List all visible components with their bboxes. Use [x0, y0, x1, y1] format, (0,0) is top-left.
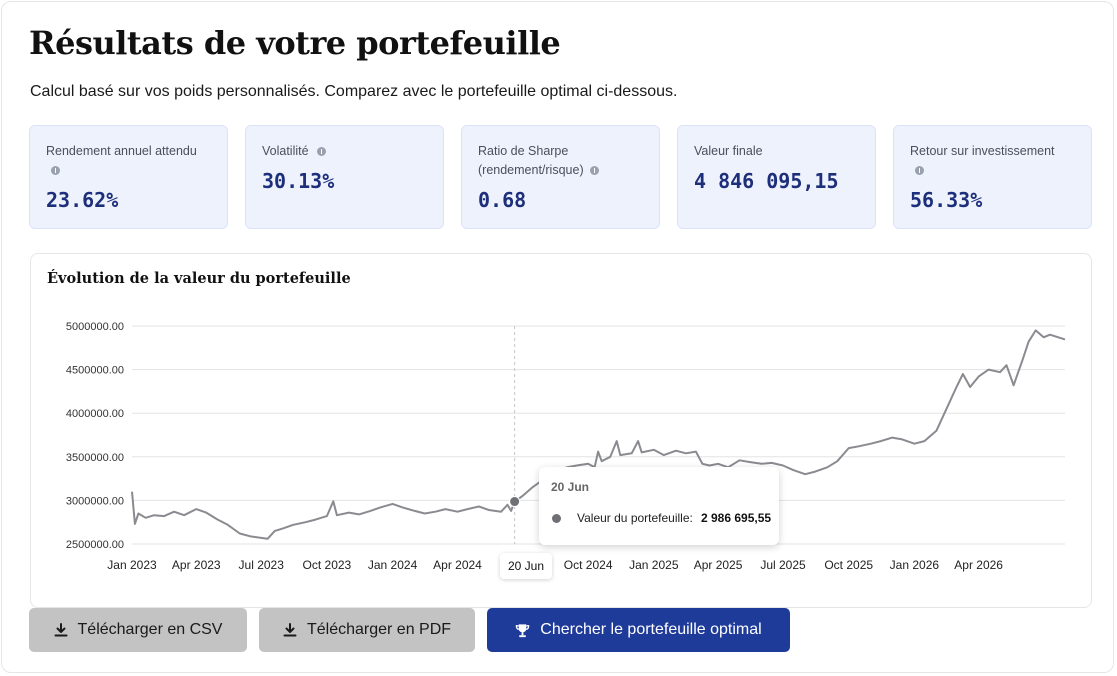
y-tick-label: 5000000.00 [66, 321, 124, 333]
tooltip-date: 20 Jun [551, 480, 590, 494]
hover-point [509, 496, 521, 508]
chart-tooltip: 20 Jun Valeur du portefeuille: 2 986 695… [539, 467, 779, 545]
portfolio-chart-card: Évolution de la valeur du portefeuille 2… [30, 253, 1092, 608]
y-tick-label: 3500000.00 [66, 452, 124, 464]
metric-card-roi: Retour sur investissement 56.33% [893, 125, 1092, 229]
metric-value: 4 846 095,15 [694, 169, 839, 193]
x-tick-label: Jul 2025 [760, 558, 806, 572]
metric-card-final-value: Valeur finale 4 846 095,15 [677, 125, 876, 229]
x-tick-label: Apr 2023 [172, 558, 221, 572]
y-tick-label: 3000000.00 [66, 495, 124, 507]
x-tick-label: Apr 2026 [954, 558, 1003, 572]
metric-value: 23.62% [46, 188, 119, 212]
metric-label: Valeur finale [694, 144, 763, 158]
download-pdf-label: Télécharger en PDF [306, 621, 452, 638]
x-tick-label: Jan 2024 [368, 558, 418, 572]
x-tick-label: Jan 2023 [107, 558, 157, 572]
metric-value: 0.68 [478, 188, 527, 212]
y-tick-label: 4500000.00 [66, 365, 124, 377]
metric-value: 56.33% [910, 188, 983, 212]
metric-card-expected-return: Rendement annuel attendu 23.62% [29, 125, 228, 229]
page-title: Résultats de votre portefeuille [29, 24, 561, 62]
metric-label: Ratio de Sharpe (rendement/risque) [478, 144, 584, 177]
info-icon[interactable] [316, 147, 326, 157]
download-icon [54, 623, 68, 637]
metric-label: Retour sur investissement [910, 144, 1055, 158]
metric-card-volatility: Volatilité 30.13% [245, 125, 444, 229]
x-tick-label: Oct 2024 [564, 558, 613, 572]
download-icon [283, 623, 297, 637]
metric-card-sharpe-ratio: Ratio de Sharpe (rendement/risque) 0.68 [461, 125, 660, 229]
x-tick-label: Jan 2026 [890, 558, 940, 572]
find-optimal-portfolio-label: Chercher le portefeuille optimal [540, 621, 762, 638]
download-csv-button[interactable]: Télécharger en CSV [29, 608, 247, 652]
x-tick-label: Oct 2023 [303, 558, 352, 572]
x-tick-label: Jul 2023 [239, 558, 285, 572]
tooltip-series-label: Valeur du portefeuille: [577, 511, 693, 525]
x-tick-label: Jan 2025 [629, 558, 679, 572]
info-icon[interactable] [589, 166, 599, 176]
chart-title: Évolution de la valeur du portefeuille [47, 270, 351, 287]
tooltip-value: 2 986 695,55 [701, 511, 772, 525]
metric-value: 30.13% [262, 169, 335, 193]
x-tick-label: Oct 2025 [824, 558, 873, 572]
metric-label: Volatilité [262, 144, 309, 158]
portfolio-line-chart[interactable]: 2500000.00 3000000.00 3500000.00 4000000.00… [31, 254, 1091, 607]
x-tick-label: Apr 2024 [433, 558, 482, 572]
download-pdf-button[interactable]: Télécharger en PDF [259, 608, 475, 652]
metric-label: Rendement annuel attendu [46, 144, 197, 158]
page-subtitle: Calcul basé sur vos poids personnalisés.… [30, 83, 678, 100]
find-optimal-portfolio-button[interactable]: Chercher le portefeuille optimal [487, 608, 790, 652]
info-icon[interactable] [51, 166, 60, 176]
x-tick-label: Apr 2025 [694, 558, 743, 572]
portfolio-value-line [131, 329, 1066, 540]
trophy-icon [516, 623, 530, 637]
download-csv-label: Télécharger en CSV [77, 621, 223, 638]
hover-x-label: 20 Jun [500, 553, 552, 579]
y-tick-label: 2500000.00 [66, 539, 124, 551]
tooltip-series-dot [552, 514, 561, 523]
info-icon[interactable] [915, 166, 924, 176]
y-tick-label: 4000000.00 [66, 408, 124, 420]
